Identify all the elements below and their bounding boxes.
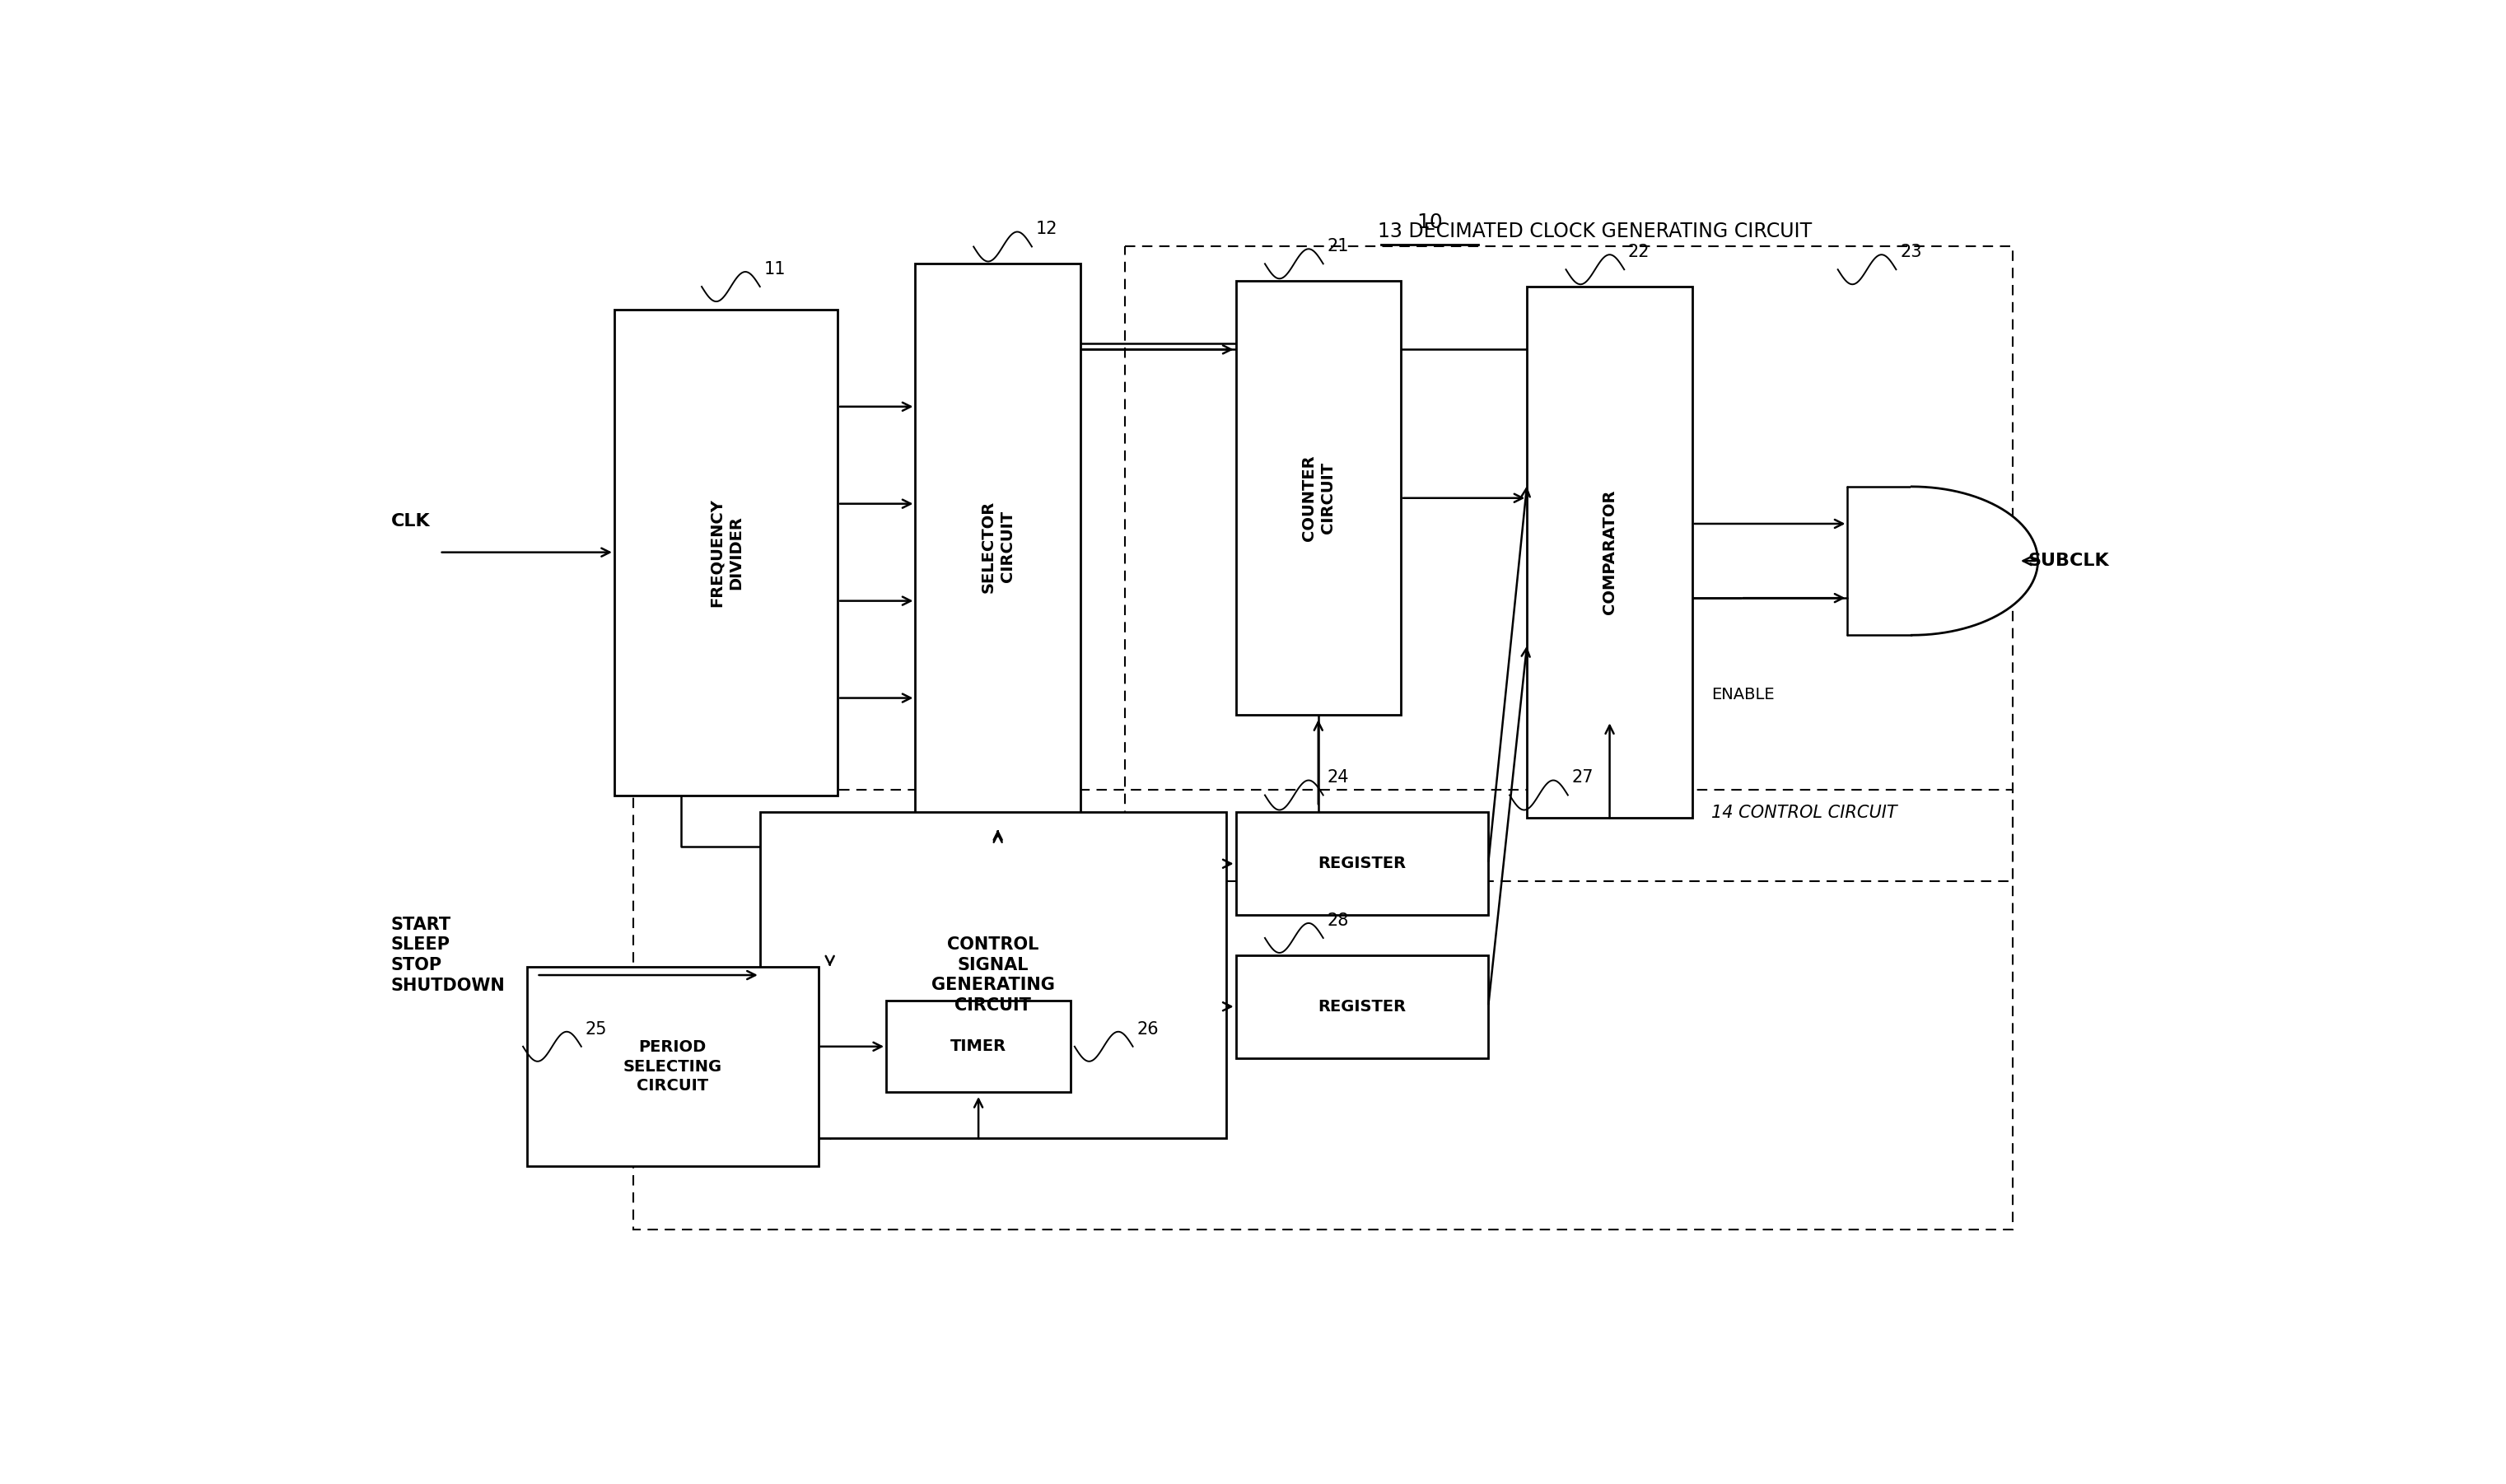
Text: START
SLEEP
STOP
SHUTDOWN: START SLEEP STOP SHUTDOWN	[391, 916, 506, 994]
Bar	[1526, 286, 1692, 818]
Text: 10: 10	[1416, 212, 1443, 232]
Text: CONTROL
SIGNAL
GENERATING
CIRCUIT: CONTROL SIGNAL GENERATING CIRCUIT	[932, 936, 1055, 1014]
Text: 12: 12	[1035, 221, 1058, 237]
Text: 24: 24	[1328, 770, 1348, 787]
Bar	[614, 310, 837, 795]
Bar	[1235, 956, 1489, 1058]
Bar	[759, 812, 1225, 1138]
Text: FREQUENCY
DIVIDER: FREQUENCY DIVIDER	[709, 499, 744, 607]
Bar	[634, 789, 2012, 1229]
Text: COMPARATOR: COMPARATOR	[1601, 490, 1616, 614]
Text: TIMER: TIMER	[950, 1039, 1007, 1054]
Text: 21: 21	[1328, 237, 1348, 255]
Bar	[1235, 812, 1489, 916]
Text: CLK: CLK	[391, 512, 431, 530]
Bar	[526, 966, 819, 1166]
Text: 27: 27	[1571, 770, 1594, 787]
Bar	[915, 264, 1080, 830]
Text: 22: 22	[1629, 243, 1649, 260]
Text: ENABLE: ENABLE	[1712, 687, 1774, 702]
Text: 13 DECIMATED CLOCK GENERATING CIRCUIT: 13 DECIMATED CLOCK GENERATING CIRCUIT	[1378, 221, 1812, 242]
Text: PERIOD
SELECTING
CIRCUIT: PERIOD SELECTING CIRCUIT	[624, 1039, 722, 1094]
Bar	[1235, 280, 1401, 715]
Bar	[887, 1000, 1070, 1092]
Text: SELECTOR
CIRCUIT: SELECTOR CIRCUIT	[980, 500, 1015, 592]
Text: 11: 11	[764, 261, 787, 278]
Text: 25: 25	[586, 1021, 606, 1037]
Text: 14 CONTROL CIRCUIT: 14 CONTROL CIRCUIT	[1712, 804, 1897, 821]
Text: REGISTER: REGISTER	[1318, 999, 1406, 1015]
Text: SUBCLK: SUBCLK	[2027, 552, 2110, 568]
Bar	[1125, 246, 2012, 881]
Text: COUNTER
CIRCUIT: COUNTER CIRCUIT	[1301, 456, 1336, 542]
Text: 23: 23	[1900, 243, 1922, 260]
Text: REGISTER: REGISTER	[1318, 856, 1406, 871]
Text: 26: 26	[1138, 1021, 1158, 1037]
Polygon shape	[1912, 487, 2037, 635]
Text: 28: 28	[1328, 913, 1348, 929]
